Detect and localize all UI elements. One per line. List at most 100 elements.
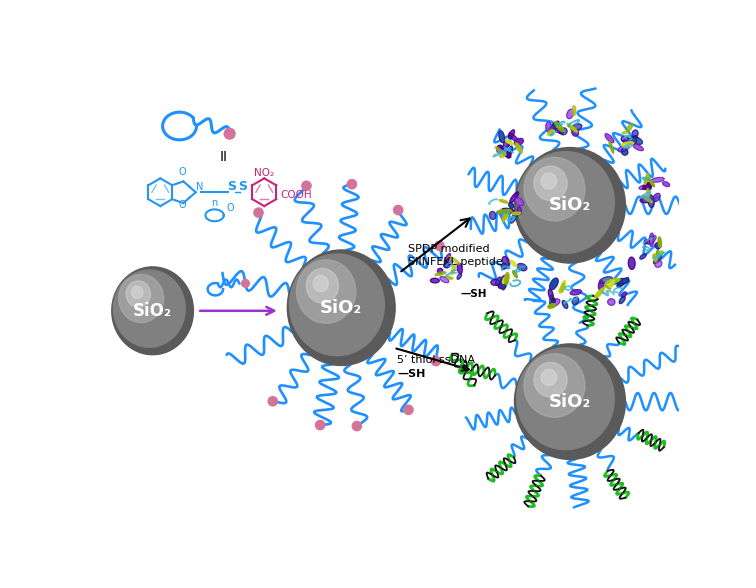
Ellipse shape (502, 210, 510, 222)
Ellipse shape (506, 139, 513, 145)
Ellipse shape (515, 198, 523, 206)
Ellipse shape (499, 131, 504, 143)
Ellipse shape (640, 254, 646, 259)
Ellipse shape (516, 143, 522, 153)
Circle shape (432, 356, 441, 366)
Ellipse shape (515, 148, 625, 263)
Ellipse shape (649, 178, 655, 186)
Ellipse shape (517, 206, 522, 215)
Circle shape (347, 179, 357, 189)
Ellipse shape (513, 270, 517, 278)
Ellipse shape (438, 268, 443, 273)
Ellipse shape (500, 209, 507, 216)
Ellipse shape (499, 199, 508, 203)
Ellipse shape (501, 263, 507, 269)
Ellipse shape (112, 267, 194, 355)
Ellipse shape (541, 369, 556, 386)
Ellipse shape (616, 279, 628, 284)
Ellipse shape (550, 299, 560, 307)
Ellipse shape (618, 145, 629, 152)
Ellipse shape (515, 138, 523, 145)
Ellipse shape (534, 166, 567, 201)
Ellipse shape (502, 208, 516, 213)
Ellipse shape (604, 285, 611, 289)
Text: N: N (196, 182, 203, 192)
Ellipse shape (507, 146, 513, 158)
Ellipse shape (512, 212, 521, 215)
Ellipse shape (598, 281, 603, 290)
Ellipse shape (609, 141, 614, 153)
Ellipse shape (595, 288, 605, 298)
Ellipse shape (515, 344, 625, 459)
Ellipse shape (500, 152, 506, 158)
Circle shape (268, 397, 277, 406)
Ellipse shape (500, 148, 511, 158)
Text: n: n (212, 198, 218, 208)
Ellipse shape (553, 121, 559, 126)
Ellipse shape (648, 195, 654, 208)
Text: COOH: COOH (280, 189, 312, 199)
Ellipse shape (489, 212, 496, 219)
Text: S: S (238, 180, 247, 193)
Ellipse shape (552, 298, 556, 303)
Ellipse shape (567, 123, 578, 132)
Ellipse shape (496, 277, 501, 286)
Ellipse shape (502, 278, 507, 290)
Ellipse shape (113, 270, 185, 348)
Ellipse shape (567, 109, 574, 119)
Text: —SH: —SH (460, 289, 487, 299)
Ellipse shape (546, 122, 551, 132)
Ellipse shape (119, 275, 163, 323)
Ellipse shape (639, 184, 651, 189)
Ellipse shape (132, 286, 143, 299)
Ellipse shape (306, 269, 339, 303)
Ellipse shape (500, 275, 507, 283)
Ellipse shape (655, 260, 662, 268)
Circle shape (404, 405, 413, 415)
Ellipse shape (653, 254, 662, 263)
Ellipse shape (608, 299, 615, 305)
Ellipse shape (516, 348, 615, 450)
Ellipse shape (549, 122, 558, 131)
Ellipse shape (645, 182, 652, 191)
Text: SiO₂: SiO₂ (133, 302, 172, 320)
Ellipse shape (497, 145, 503, 153)
Ellipse shape (440, 276, 449, 283)
Ellipse shape (495, 147, 505, 155)
Ellipse shape (561, 283, 564, 292)
Ellipse shape (618, 278, 628, 286)
Ellipse shape (571, 124, 582, 131)
Ellipse shape (534, 362, 567, 397)
Ellipse shape (600, 277, 612, 283)
Circle shape (242, 279, 249, 287)
Ellipse shape (627, 123, 633, 132)
Text: SPDP modified
SIINFEKL peptide: SPDP modified SIINFEKL peptide (408, 243, 503, 267)
Ellipse shape (644, 173, 649, 185)
Ellipse shape (126, 281, 150, 308)
Ellipse shape (509, 203, 513, 208)
Ellipse shape (550, 295, 553, 308)
Ellipse shape (649, 233, 654, 246)
Ellipse shape (605, 133, 614, 143)
Ellipse shape (606, 279, 620, 283)
Ellipse shape (516, 152, 615, 253)
Text: O: O (227, 203, 234, 213)
Text: SiO₂: SiO₂ (320, 299, 362, 317)
Ellipse shape (548, 289, 553, 300)
Ellipse shape (541, 173, 556, 189)
Ellipse shape (655, 250, 658, 262)
Ellipse shape (647, 188, 649, 197)
Ellipse shape (572, 129, 578, 136)
Ellipse shape (622, 131, 629, 134)
Ellipse shape (445, 253, 451, 263)
Ellipse shape (655, 242, 661, 249)
Ellipse shape (435, 272, 446, 276)
Ellipse shape (609, 280, 614, 288)
Ellipse shape (643, 183, 652, 189)
Ellipse shape (562, 300, 568, 309)
Ellipse shape (497, 209, 512, 213)
Ellipse shape (524, 354, 585, 417)
Ellipse shape (644, 240, 650, 243)
Ellipse shape (451, 265, 456, 275)
Ellipse shape (524, 158, 585, 221)
